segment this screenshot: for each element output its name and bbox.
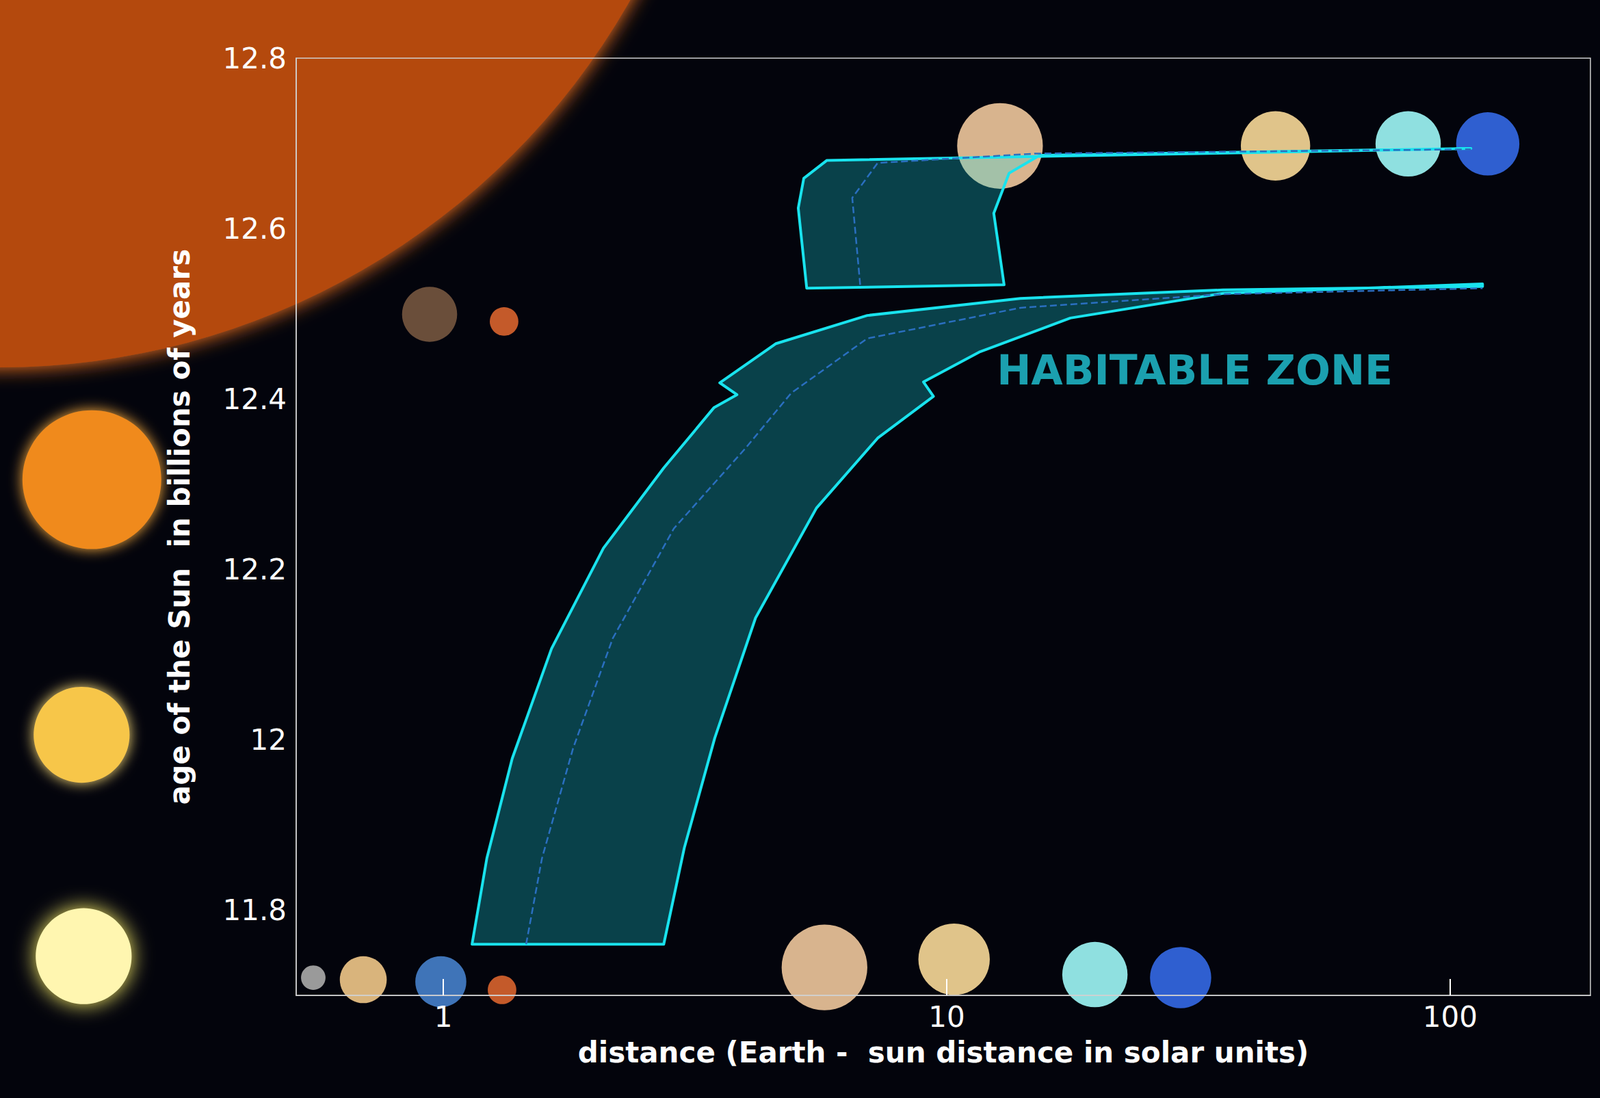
svg-text:100: 100 [1422,1000,1478,1034]
svg-text:1: 1 [434,1000,453,1034]
svg-text:HABITABLE ZONE: HABITABLE ZONE [996,346,1393,395]
svg-text:12.6: 12.6 [222,212,287,246]
svg-text:10: 10 [928,1000,965,1034]
svg-text:12.4: 12.4 [222,382,287,416]
svg-text:12.2: 12.2 [222,552,287,587]
svg-text:distance (Earth - sun distanc: distance (Earth - sun distance in solar … [578,1035,1310,1070]
svg-text:12.8: 12.8 [222,41,287,76]
svg-text:12: 12 [250,723,287,757]
svg-text:age of the Sun in billions of: age of the Sun in billions of years [162,248,197,805]
svg-text:11.8: 11.8 [222,893,287,927]
